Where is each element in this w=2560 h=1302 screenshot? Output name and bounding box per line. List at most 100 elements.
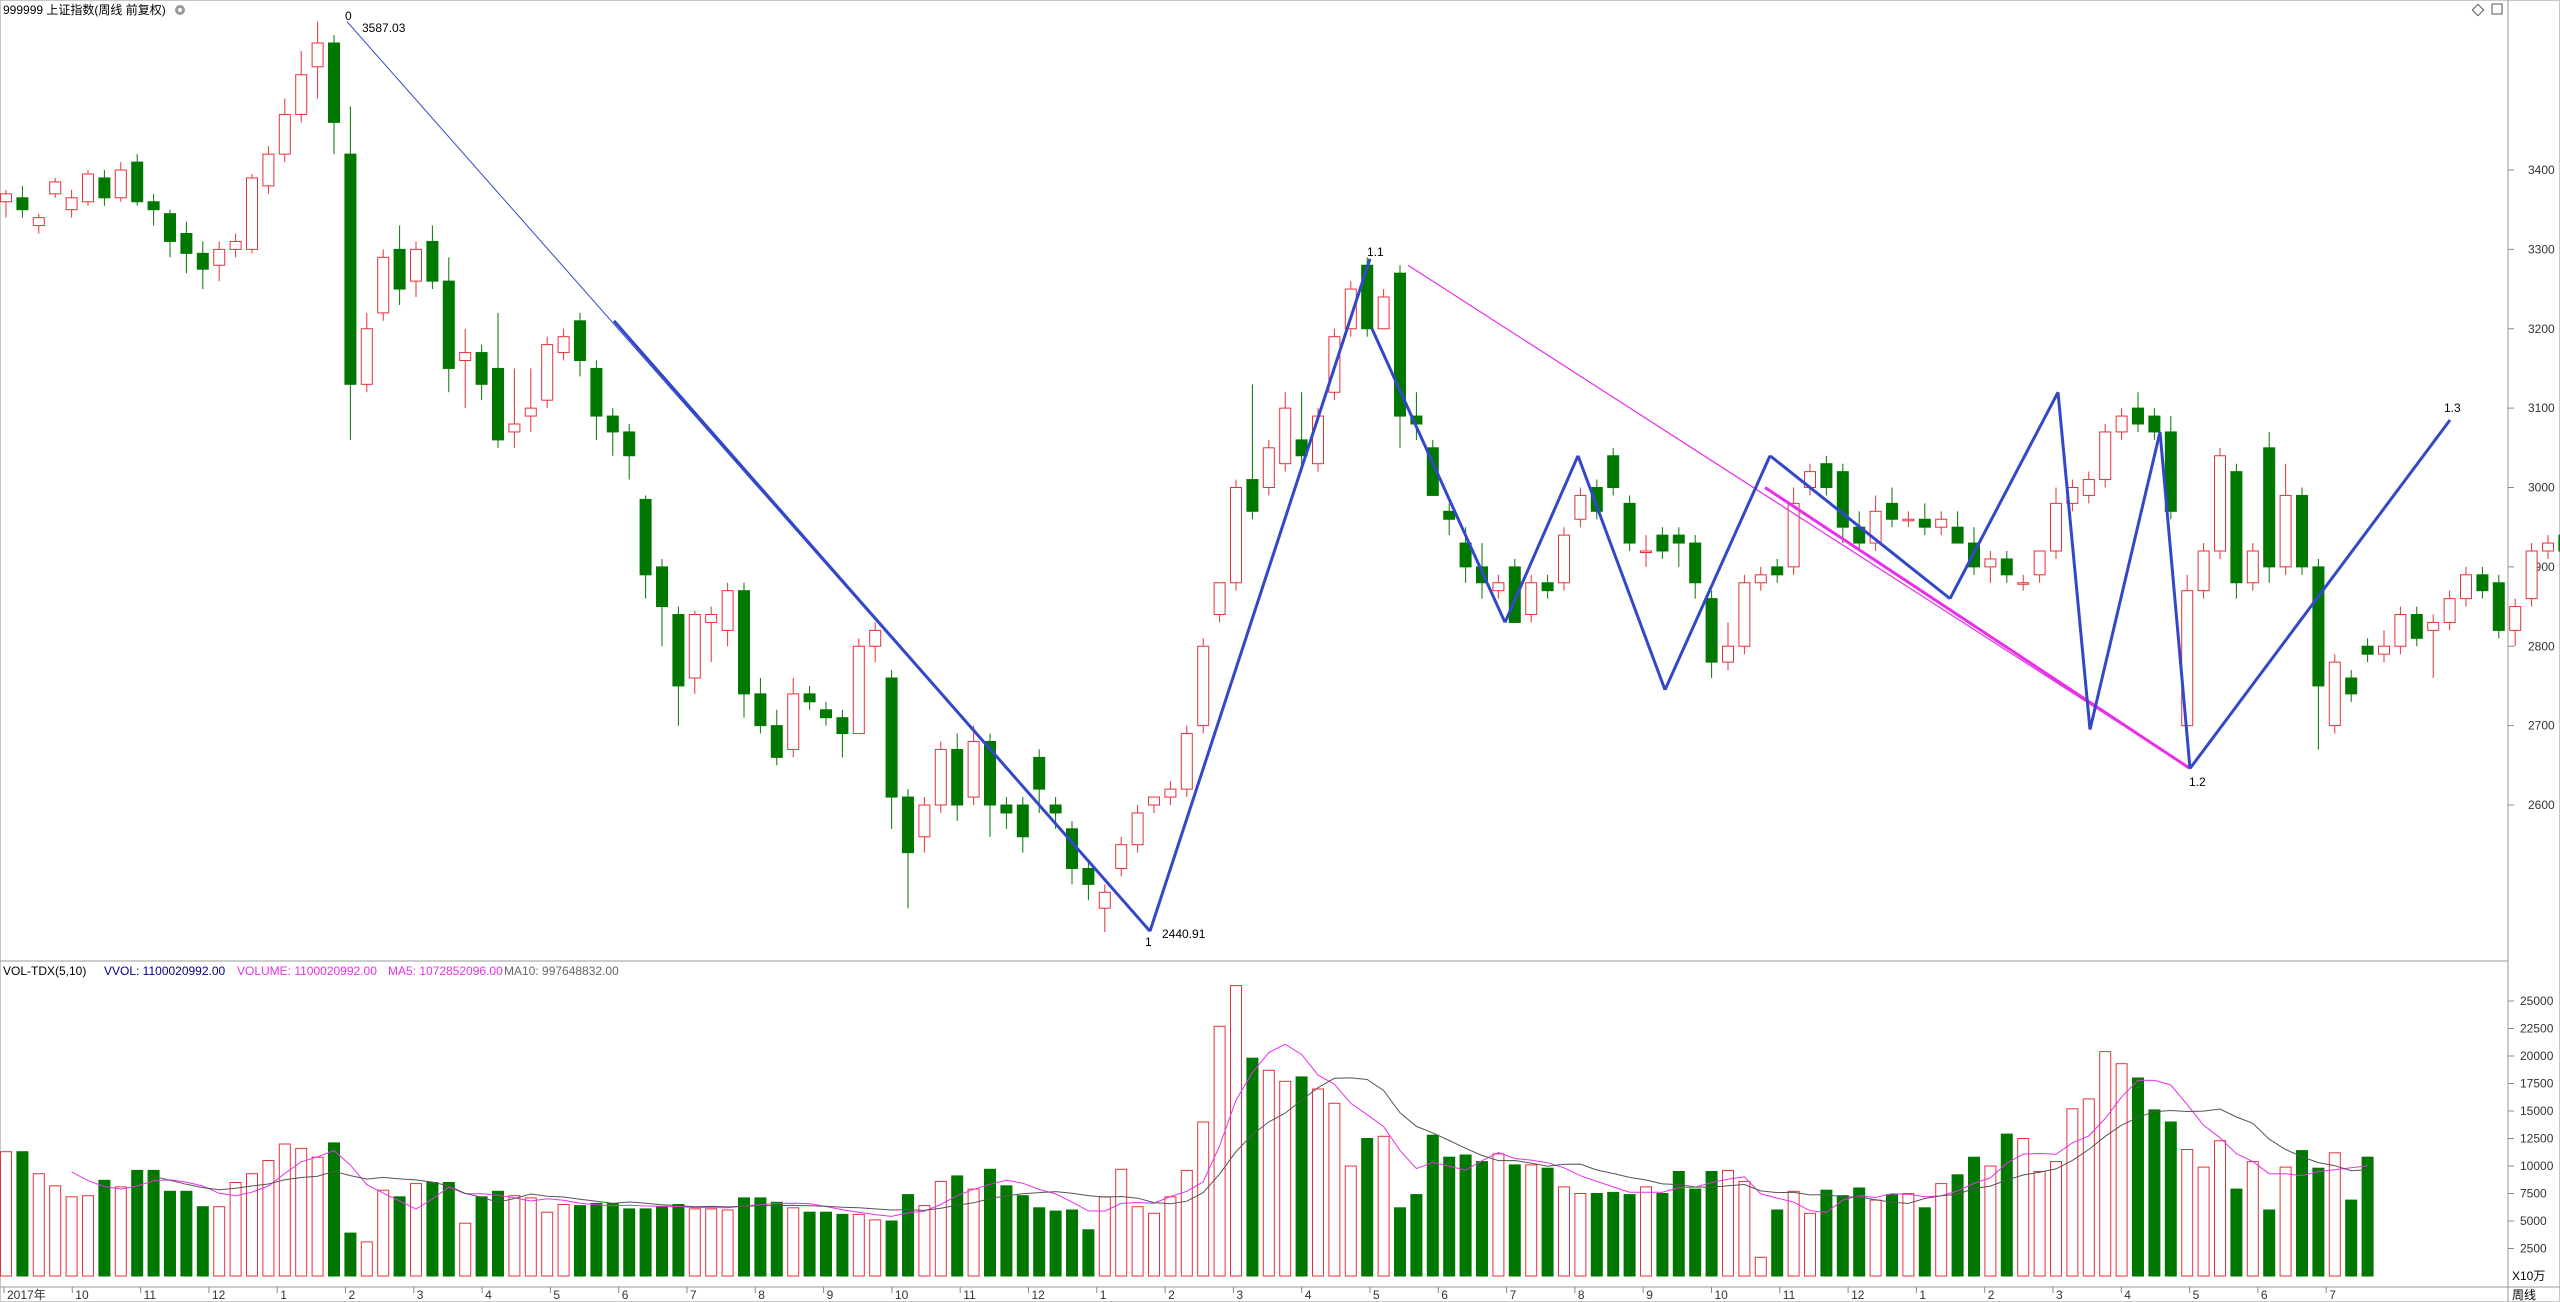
volume-bar (1722, 1169, 1734, 1277)
ma10-line (153, 1077, 2368, 1211)
vol-tick-label: 22500 (2520, 1022, 2554, 1036)
volume-bar (1148, 1212, 1160, 1277)
volume-bar (459, 1222, 472, 1277)
time-tick-label: 9 (1646, 1288, 1653, 1302)
candle-body (1131, 812, 1144, 846)
time-tick-label: 4 (485, 1288, 492, 1302)
candle-body (1541, 582, 1554, 592)
candle-body (524, 407, 537, 417)
time-tick-label: 8 (758, 1288, 765, 1302)
volume-bar (2082, 1098, 2095, 1277)
candle-body (2214, 455, 2226, 552)
candle-body (2525, 550, 2538, 600)
volume-bar (1164, 1196, 1177, 1277)
time-tick-label: 2 (349, 1288, 356, 1302)
volume-bar (852, 1213, 865, 1277)
time-tick-label: 2 (1988, 1288, 1995, 1302)
time-tick-label: 7 (690, 1288, 697, 1302)
candle-body (1000, 804, 1013, 814)
window-restore-icon[interactable] (2491, 3, 2503, 15)
volume-bar (1541, 1167, 1554, 1277)
candle-body (2148, 415, 2161, 433)
settings-circle-icon-inner (178, 8, 182, 12)
period-label[interactable]: 周线 (2512, 1288, 2536, 1302)
volume-bar (442, 1182, 455, 1277)
candle-body (311, 42, 324, 68)
candle-body (2542, 542, 2554, 552)
candle-body (623, 431, 636, 457)
candle-body (869, 629, 882, 647)
wave-label-1-3: 1.3 (2444, 401, 2461, 415)
volume-bar (0, 1151, 12, 1277)
volume-bar (754, 1197, 767, 1277)
volume-bar (2099, 1051, 2112, 1277)
volume-bar (1607, 1191, 1620, 1277)
volume-bar (1689, 1188, 1702, 1277)
volume-axis: 2500 5000 7500 10000 12500 15000 17500 20000 225… (2508, 994, 2554, 1256)
volume-bar (2214, 1140, 2226, 1277)
candle-body (1623, 502, 1636, 544)
candle-body (721, 590, 734, 631)
candle-body (1098, 891, 1111, 909)
ma10-label: MA10: 997648832.00 (504, 964, 619, 978)
time-tick-label: 10 (75, 1288, 89, 1302)
candle-body (770, 725, 783, 758)
volume-bar (951, 1175, 964, 1277)
candle-body (1607, 455, 1620, 488)
price-tick-label: 3000 (2528, 481, 2555, 495)
time-tick-label: 5 (2193, 1288, 2200, 1302)
candle-body (295, 74, 308, 115)
volume-bar (2328, 1152, 2341, 1277)
candle-body (1344, 288, 1357, 330)
volume-bar (1426, 1134, 1439, 1277)
volume-series (0, 985, 2374, 1277)
candle-body (2099, 431, 2112, 481)
time-tick-label: 2017年 (7, 1288, 46, 1302)
candle-body (1492, 582, 1505, 592)
candle-body (2246, 550, 2259, 584)
vol-tick-label: 12500 (2520, 1132, 2554, 1146)
volume-bar (902, 1194, 914, 1277)
candle-body (1016, 804, 1029, 838)
candle-body (557, 336, 570, 354)
candle-body (2197, 550, 2210, 592)
candle-body (1836, 471, 1849, 528)
volume-bar (1574, 1193, 1587, 1277)
volume-bar (65, 1196, 78, 1277)
candle-body (754, 693, 767, 727)
candle-body (2410, 614, 2423, 639)
candle-body (1771, 566, 1784, 576)
volume-bar (1656, 1193, 1669, 1277)
candle-body (2033, 550, 2046, 576)
volume-bar (541, 1211, 554, 1277)
trend-line (2158, 431, 2192, 769)
volume-bar (2279, 1166, 2292, 1277)
volume-bar (1902, 1193, 1915, 1277)
candle-body (32, 217, 45, 227)
vol-tick-label: 7500 (2520, 1187, 2547, 1201)
time-tick-label: 11 (963, 1288, 976, 1302)
candle-body (492, 367, 504, 441)
volume-bar (1738, 1180, 1751, 1277)
candle-body (1377, 296, 1390, 330)
candle-body (1525, 582, 1538, 615)
wave-label-1-2: 1.2 (2189, 775, 2206, 789)
candle-body (1640, 550, 1652, 553)
time-tick-label: 9 (827, 1288, 834, 1302)
volume-bar (1180, 1169, 1193, 1277)
candle-body (16, 197, 29, 211)
candle-body (1558, 534, 1570, 584)
time-tick-label: 12 (1851, 1288, 1865, 1302)
trend-line (1769, 454, 1951, 600)
candle-body (1312, 415, 1324, 465)
trend-line (1503, 455, 1580, 624)
volume-bar (1558, 1186, 1570, 1277)
volume-bar (1525, 1164, 1538, 1277)
volume-bar (869, 1219, 882, 1277)
volume-bar (770, 1201, 783, 1277)
candle-body (1164, 788, 1177, 798)
diamond-icon[interactable] (2471, 3, 2485, 17)
volume-bar (1066, 1209, 1078, 1277)
volume-bar (278, 1143, 291, 1277)
